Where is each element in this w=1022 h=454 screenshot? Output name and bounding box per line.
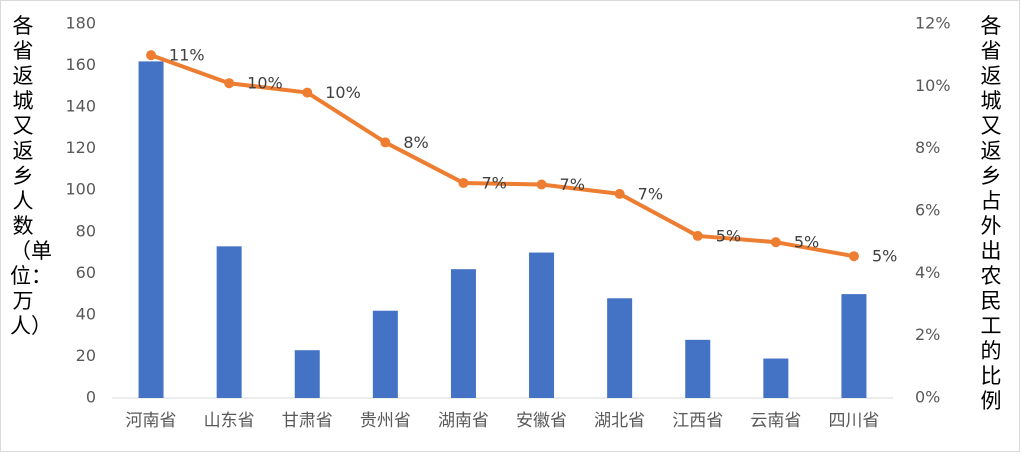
data-label: 11% bbox=[169, 46, 205, 65]
data-label: 7% bbox=[638, 184, 663, 203]
y2-tick-label: 0% bbox=[915, 388, 940, 407]
ratio-line bbox=[149, 53, 856, 259]
bar bbox=[607, 298, 633, 398]
ratio-point bbox=[458, 177, 469, 188]
data-label: 5% bbox=[872, 247, 897, 266]
y2-axis-title: 各省返城又返乡占外出农民工的比例 bbox=[980, 14, 1002, 413]
y2-tick-label: 8% bbox=[915, 138, 940, 157]
y-tick-label: 60 bbox=[76, 263, 96, 282]
y-tick-label: 0 bbox=[86, 388, 96, 407]
y-tick-label: 100 bbox=[65, 180, 96, 199]
data-label: 5% bbox=[716, 226, 741, 245]
ratio-point bbox=[224, 78, 235, 89]
x-tick-label: 河南省 bbox=[126, 411, 177, 431]
y-tick-label: 180 bbox=[65, 14, 96, 33]
bar bbox=[450, 269, 476, 398]
bar bbox=[372, 310, 398, 398]
y2-tick-label: 12% bbox=[915, 14, 951, 33]
y2-tick-label: 4% bbox=[915, 263, 940, 282]
data-label: 7% bbox=[481, 173, 506, 192]
y-tick-label: 140 bbox=[65, 97, 96, 116]
data-label: 7% bbox=[560, 175, 585, 194]
y2-tick-label: 6% bbox=[915, 201, 940, 220]
ratio-point bbox=[614, 188, 625, 199]
bar bbox=[685, 339, 711, 398]
data-label: 8% bbox=[403, 133, 428, 152]
ratio-point bbox=[146, 50, 157, 61]
ratio-point bbox=[380, 137, 391, 148]
bar bbox=[294, 350, 320, 398]
x-tick-label: 湖南省 bbox=[438, 411, 489, 431]
ratio-point bbox=[536, 179, 547, 190]
y2-tick-label: 10% bbox=[915, 76, 951, 95]
y-tick-label: 80 bbox=[76, 221, 96, 240]
bar bbox=[216, 246, 242, 398]
ratio-point bbox=[770, 237, 781, 248]
x-tick-label: 湖北省 bbox=[594, 411, 645, 431]
y-axis-title: 各省返城又返乡人数（单位：万人） bbox=[10, 14, 52, 338]
x-tick-label: 安徽省 bbox=[516, 411, 567, 431]
x-tick-label: 山东省 bbox=[204, 411, 255, 431]
x-tick-label: 云南省 bbox=[750, 411, 801, 431]
ratio-point bbox=[848, 251, 859, 262]
data-label: 10% bbox=[247, 74, 283, 93]
bar bbox=[841, 294, 867, 398]
x-tick-label: 四川省 bbox=[828, 411, 879, 431]
x-tick-label: 甘肃省 bbox=[282, 411, 333, 431]
y-tick-label: 20 bbox=[76, 346, 96, 365]
x-tick-label: 江西省 bbox=[672, 411, 723, 431]
ratio-point bbox=[692, 230, 703, 241]
y-tick-label: 120 bbox=[65, 138, 96, 157]
y2-tick-label: 2% bbox=[915, 325, 940, 344]
bar bbox=[529, 252, 555, 398]
data-label: 5% bbox=[794, 233, 819, 252]
bar bbox=[138, 61, 164, 399]
y-tick-label: 40 bbox=[76, 304, 96, 323]
x-tick-label: 贵州省 bbox=[360, 411, 411, 431]
ratio-point bbox=[302, 87, 313, 98]
y-tick-label: 160 bbox=[65, 55, 96, 74]
data-label: 10% bbox=[325, 83, 361, 102]
bar bbox=[763, 358, 789, 398]
